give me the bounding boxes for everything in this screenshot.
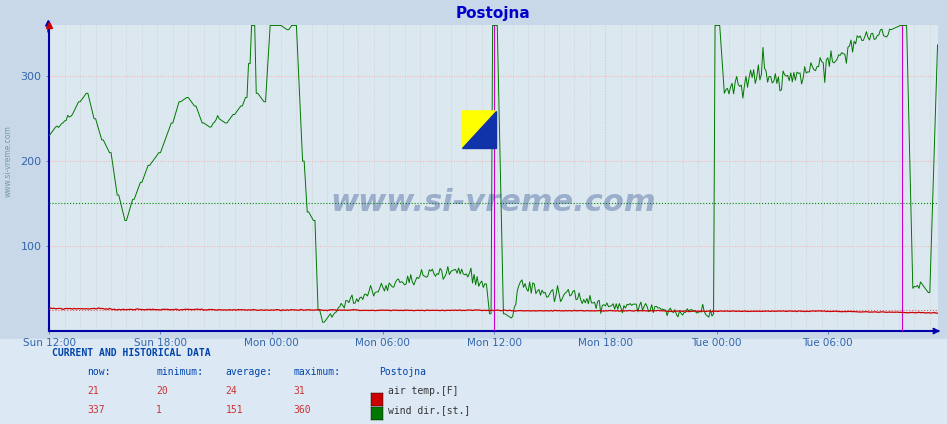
Text: www.si-vreme.com: www.si-vreme.com bbox=[331, 188, 656, 217]
Polygon shape bbox=[462, 111, 496, 148]
Text: now:: now: bbox=[87, 367, 111, 377]
Polygon shape bbox=[462, 111, 496, 148]
Text: 337: 337 bbox=[87, 405, 105, 416]
Text: Postojna: Postojna bbox=[379, 367, 426, 377]
Text: www.si-vreme.com: www.si-vreme.com bbox=[4, 125, 13, 197]
Text: 20: 20 bbox=[156, 386, 168, 396]
Text: minimum:: minimum: bbox=[156, 367, 204, 377]
Text: 1: 1 bbox=[156, 405, 162, 416]
Text: maximum:: maximum: bbox=[294, 367, 341, 377]
Text: 24: 24 bbox=[225, 386, 237, 396]
Text: average:: average: bbox=[225, 367, 273, 377]
Text: 21: 21 bbox=[87, 386, 98, 396]
Text: air temp.[F]: air temp.[F] bbox=[388, 386, 458, 396]
Text: 360: 360 bbox=[294, 405, 312, 416]
Text: wind dir.[st.]: wind dir.[st.] bbox=[388, 405, 471, 416]
Text: CURRENT AND HISTORICAL DATA: CURRENT AND HISTORICAL DATA bbox=[52, 348, 211, 358]
Text: 31: 31 bbox=[294, 386, 305, 396]
Text: 151: 151 bbox=[225, 405, 243, 416]
Title: Postojna: Postojna bbox=[456, 6, 530, 22]
